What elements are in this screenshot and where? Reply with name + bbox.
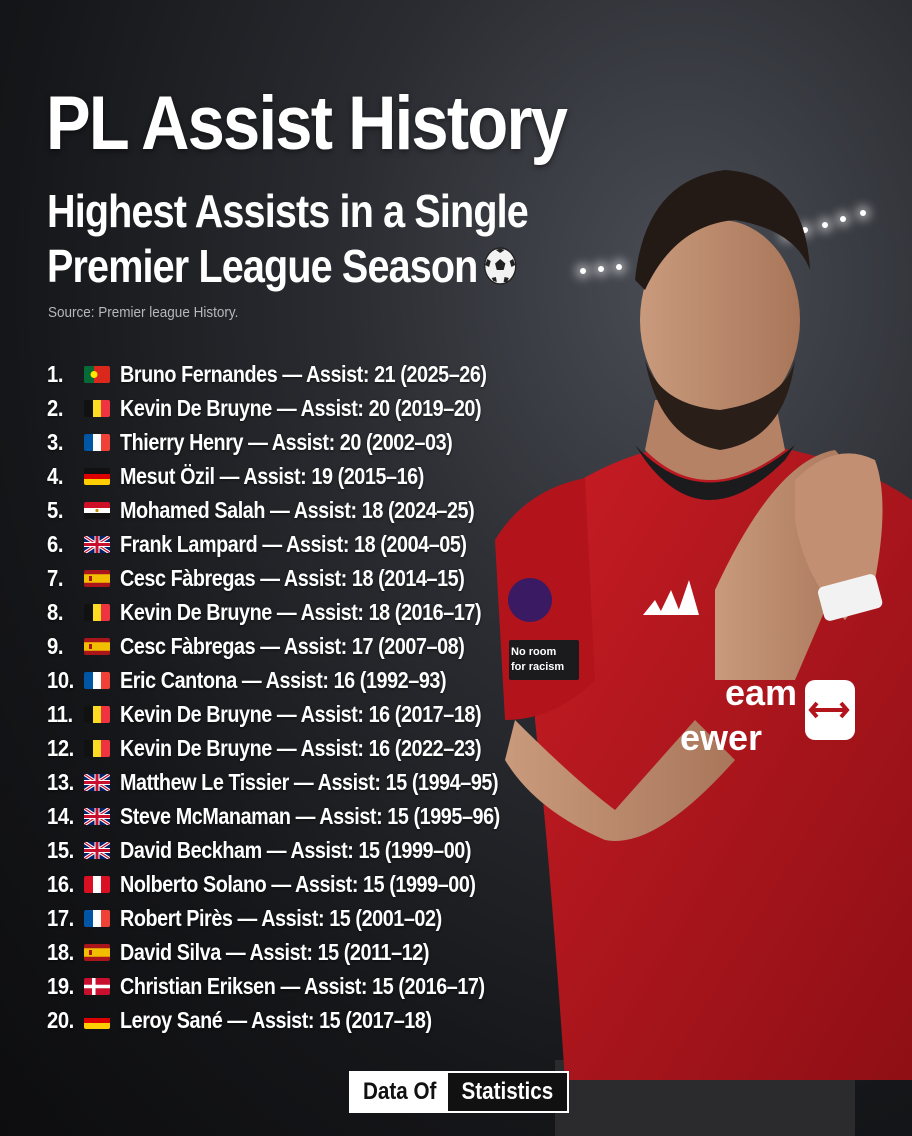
germany-flag-icon [84, 467, 110, 485]
germany-flag-icon [84, 1011, 110, 1029]
entry-text: Eric Cantona — Assist: 16 (1992–93) [120, 666, 447, 693]
france-flag-icon [84, 433, 110, 451]
sponsor-line-1: eam [725, 672, 797, 713]
entry-text: Kevin De Bruyne — Assist: 20 (2019–20) [120, 394, 482, 421]
assist-ranking-list: 1. Bruno Fernandes — Assist: 21 (2025–26)… [47, 357, 562, 1037]
list-item: 9. Cesc Fàbregas — Assist: 17 (2007–08) [47, 629, 562, 663]
page-title: PL Assist History [46, 81, 568, 166]
uk-flag-icon [84, 773, 110, 791]
uk-flag-icon [84, 807, 110, 825]
subtitle-line-2: Premier League Season [47, 240, 478, 292]
entry-text: Bruno Fernandes — Assist: 21 (2025–26) [120, 360, 487, 387]
page-subtitle: Highest Assists in a Single Premier Leag… [47, 184, 529, 294]
brand-part-1: Data Of [362, 1078, 437, 1105]
rank-number: 13. [47, 768, 74, 795]
belgium-flag-icon [84, 705, 110, 723]
list-item: 12. Kevin De Bruyne — Assist: 16 (2022–23… [47, 731, 562, 765]
list-item: 17. Robert Pirès — Assist: 15 (2001–02) [47, 901, 562, 935]
rank-number: 5. [47, 496, 64, 523]
entry-text: Kevin De Bruyne — Assist: 16 (2017–18) [120, 700, 482, 727]
belgium-flag-icon [84, 603, 110, 621]
peru-flag-icon [84, 875, 110, 893]
entry-text: Matthew Le Tissier — Assist: 15 (1994–95… [120, 768, 499, 795]
list-item: 8. Kevin De Bruyne — Assist: 18 (2016–17) [47, 595, 562, 629]
entry-text: Cesc Fàbregas — Assist: 17 (2007–08) [120, 632, 465, 659]
list-item: 15. David Beckham — Assist: 15 (1999–00) [47, 833, 562, 867]
list-item: 6. Frank Lampard — Assist: 18 (2004–05) [47, 527, 562, 561]
brand-watermark: Data Of Statistics [349, 1071, 570, 1113]
spain-flag-icon [84, 637, 110, 655]
rank-number: 4. [47, 462, 64, 489]
list-item: 16. Nolberto Solano — Assist: 15 (1999–00… [47, 867, 562, 901]
list-item: 11. Kevin De Bruyne — Assist: 16 (2017–18… [47, 697, 562, 731]
entry-text: Mesut Özil — Assist: 19 (2015–16) [120, 462, 424, 489]
entry-text: Steve McManaman — Assist: 15 (1995–96) [120, 802, 500, 829]
rank-number: 7. [47, 564, 64, 591]
player-photo: eam ewer No room for racism [495, 170, 912, 1136]
rank-number: 3. [47, 428, 64, 455]
entry-text: David Silva — Assist: 15 (2011–12) [120, 938, 430, 965]
sponsor-line-2: ewer [680, 717, 762, 758]
rank-number: 19. [47, 972, 74, 999]
list-item: 13. Matthew Le Tissier — Assist: 15 (1994… [47, 765, 562, 799]
list-item: 4. Mesut Özil — Assist: 19 (2015–16) [47, 459, 562, 493]
portugal-flag-icon [84, 365, 110, 383]
rank-number: 10. [47, 666, 74, 693]
list-item: 5. Mohamed Salah — Assist: 18 (2024–25) [47, 493, 562, 527]
badge-text-line-2: for racism [511, 661, 564, 673]
entry-text: Nolberto Solano — Assist: 15 (1999–00) [120, 870, 476, 897]
rank-number: 18. [47, 938, 74, 965]
list-item: 18. David Silva — Assist: 15 (2011–12) [47, 935, 562, 969]
entry-text: Christian Eriksen — Assist: 15 (2016–17) [120, 972, 485, 999]
rank-number: 6. [47, 530, 64, 557]
entry-text: David Beckham — Assist: 15 (1999–00) [120, 836, 472, 863]
entry-text: Robert Pirès — Assist: 15 (2001–02) [120, 904, 442, 931]
list-item: 20. Leroy Sané — Assist: 15 (2017–18) [47, 1003, 562, 1037]
list-item: 7. Cesc Fàbregas — Assist: 18 (2014–15) [47, 561, 562, 595]
entry-text: Mohamed Salah — Assist: 18 (2024–25) [120, 496, 475, 523]
entry-text: Frank Lampard — Assist: 18 (2004–05) [120, 530, 467, 557]
belgium-flag-icon [84, 399, 110, 417]
rank-number: 15. [47, 836, 74, 863]
list-item: 3. Thierry Henry — Assist: 20 (2002–03) [47, 425, 562, 459]
rank-number: 16. [47, 870, 74, 897]
list-item: 10. Eric Cantona — Assist: 16 (1992–93) [47, 663, 562, 697]
brand-part-2: Statistics [461, 1078, 554, 1105]
rank-number: 9. [47, 632, 64, 659]
france-flag-icon [84, 909, 110, 927]
belgium-flag-icon [84, 739, 110, 757]
list-item: 19. Christian Eriksen — Assist: 15 (2016–… [47, 969, 562, 1003]
rank-number: 11. [47, 700, 73, 727]
entry-text: Thierry Henry — Assist: 20 (2002–03) [120, 428, 453, 455]
entry-text: Leroy Sané — Assist: 15 (2017–18) [120, 1006, 432, 1033]
egypt-flag-icon [84, 501, 110, 519]
rank-number: 8. [47, 598, 64, 625]
entry-text: Kevin De Bruyne — Assist: 16 (2022–23) [120, 734, 482, 761]
badge-text-line-1: No room [511, 646, 556, 658]
rank-number: 2. [47, 394, 64, 421]
denmark-flag-icon [84, 977, 110, 995]
rank-number: 12. [47, 734, 74, 761]
soccer-ball-icon [483, 247, 516, 285]
rank-number: 17. [47, 904, 74, 931]
uk-flag-icon [84, 841, 110, 859]
france-flag-icon [84, 671, 110, 689]
entry-text: Cesc Fàbregas — Assist: 18 (2014–15) [120, 564, 465, 591]
spain-flag-icon [84, 943, 110, 961]
uk-flag-icon [84, 535, 110, 553]
rank-number: 1. [47, 360, 64, 387]
list-item: 14. Steve McManaman — Assist: 15 (1995–96… [47, 799, 562, 833]
rank-number: 20. [47, 1006, 74, 1033]
entry-text: Kevin De Bruyne — Assist: 18 (2016–17) [120, 598, 482, 625]
list-item: 1. Bruno Fernandes — Assist: 21 (2025–26) [47, 357, 562, 391]
list-item: 2. Kevin De Bruyne — Assist: 20 (2019–20) [47, 391, 562, 425]
subtitle-line-1: Highest Assists in a Single [47, 185, 529, 237]
rank-number: 14. [47, 802, 74, 829]
source-note: Source: Premier league History. [48, 304, 239, 321]
spain-flag-icon [84, 569, 110, 587]
